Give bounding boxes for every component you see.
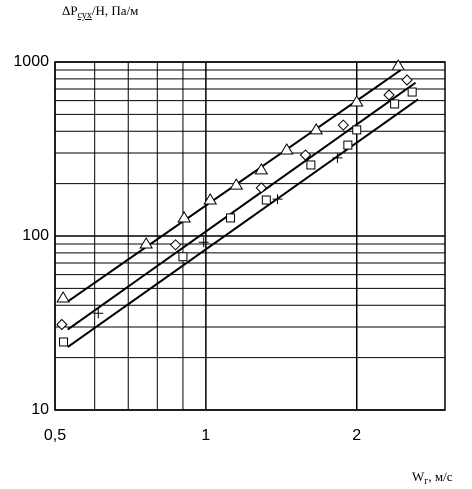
data-point xyxy=(254,162,269,175)
data-point xyxy=(229,178,244,190)
data-point xyxy=(272,194,283,205)
data-point xyxy=(401,74,413,86)
data-point xyxy=(261,195,271,205)
data-point xyxy=(139,236,154,249)
data-point xyxy=(93,308,104,319)
data-point xyxy=(226,213,236,223)
x-label-rest: , м/с xyxy=(428,469,452,484)
y-label-sub: сух xyxy=(78,10,92,21)
fit-line xyxy=(67,98,419,348)
x-label-sub: г xyxy=(424,476,428,487)
y-label-main: ΔP xyxy=(62,3,78,18)
data-point xyxy=(332,152,343,163)
data-point xyxy=(390,99,400,109)
data-point xyxy=(343,140,353,150)
data-point xyxy=(177,210,192,223)
data-point xyxy=(169,239,182,251)
data-point xyxy=(309,122,324,135)
y-tick-label: 100 xyxy=(22,227,49,244)
fit-line xyxy=(67,81,417,331)
y-tick-label: 1000 xyxy=(13,53,49,70)
data-point xyxy=(59,337,69,347)
y-label-rest: /Н, Па/м xyxy=(92,3,139,18)
data-point xyxy=(279,143,294,155)
plot-frame xyxy=(54,61,446,411)
data-point xyxy=(299,149,312,161)
data-point xyxy=(178,252,188,262)
data-point xyxy=(349,95,364,107)
x-label-main: W xyxy=(412,469,425,484)
data-point xyxy=(255,182,268,194)
data-point xyxy=(306,160,316,170)
data-point xyxy=(391,59,406,71)
x-tick-label: 0,5 xyxy=(44,427,66,444)
data-point xyxy=(383,89,395,101)
data-point xyxy=(203,193,218,205)
y-axis-label: ΔPсух/Н, Па/м xyxy=(62,3,138,21)
data-point xyxy=(337,119,349,131)
x-tick-label: 2 xyxy=(352,427,361,444)
data-point xyxy=(56,318,68,331)
data-point xyxy=(56,291,71,303)
y-tick-label: 10 xyxy=(31,401,49,418)
x-axis-label: Wг, м/с xyxy=(412,469,453,487)
data-point xyxy=(198,237,209,248)
data-point xyxy=(352,125,362,135)
x-tick-label: 1 xyxy=(201,427,210,444)
data-point xyxy=(407,87,417,97)
